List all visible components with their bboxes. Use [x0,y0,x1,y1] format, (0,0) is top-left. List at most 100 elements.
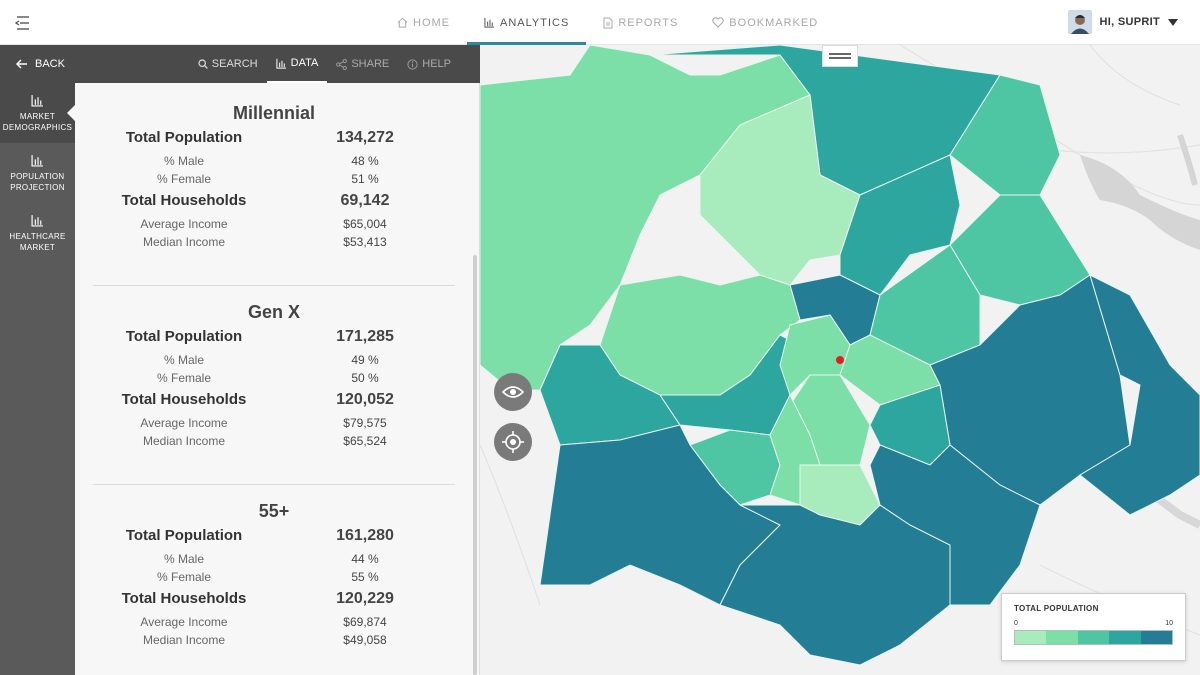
stat-row: % Female 51 % [93,172,455,190]
stat-value: $65,524 [343,434,387,448]
rail-item-market-demographics[interactable]: MARKET DEMOGRAPHICS [0,83,75,143]
rail-item-label: POPULATION PROJECTION [10,171,65,192]
rail-item-healthcare-market[interactable]: HEALTHCARE MARKET [0,203,75,263]
location-marker[interactable] [836,356,844,364]
heart-icon [712,17,725,28]
stat-row: Total Population 161,280 [93,527,455,552]
stat-value: 49 % [351,353,379,367]
bar-chart-icon [31,94,43,107]
left-rail: MARKET DEMOGRAPHICS POPULATION PROJECTIO… [0,45,75,675]
panel-header: BACK SEARCH DATA SHARE HELP [0,45,480,83]
map-legend: TOTAL POPULATION 0 10 [1001,593,1186,661]
eye-icon [502,386,524,398]
main-nav: HOME ANALYTICS REPORTS BOOKMARKED [380,0,835,45]
section-title: Gen X [247,302,300,322]
tab-share[interactable]: SHARE [327,45,398,83]
info-icon [407,58,418,70]
section-divider [93,484,455,485]
stat-label: % Female [156,570,212,584]
stat-label: Average Income [140,615,228,629]
stat-row: % Female 55 % [93,570,455,588]
tab-data[interactable]: DATA [266,45,328,83]
bar-chart-icon [484,17,495,28]
section-divider [93,285,455,286]
share-icon [336,58,348,70]
nav-tab-reports[interactable]: REPORTS [586,0,695,45]
panel-tabs: SEARCH DATA SHARE HELP [189,45,460,83]
nav-tab-bookmarked[interactable]: BOOKMARKED [695,0,835,45]
stat-label: % Male [163,552,204,566]
stat-value: 171,285 [336,328,394,345]
back-button[interactable]: BACK [16,58,65,70]
choropleth-map[interactable]: TOTAL POPULATION 0 10 [480,45,1200,675]
stat-value: $65,004 [343,217,387,231]
stat-row: Total Households 120,052 [93,391,455,416]
demographic-section-gen-x: Gen X Total Population 171,285 % Male 49 %… [93,302,455,452]
stat-value: $53,413 [343,235,387,249]
avatar [1067,10,1092,34]
nav-tab-analytics[interactable]: ANALYTICS [467,0,587,45]
stat-value: 44 % [351,552,379,566]
legend-swatch [1140,631,1173,644]
legend-swatch [1046,631,1078,644]
stat-row: Total Population 171,285 [93,328,455,353]
demographic-section-55-plus: 55+ Total Population 161,280 % Male 44 % %… [93,501,455,651]
section-title: Millennial [232,103,315,123]
stat-row: Average Income $69,874 [93,615,455,633]
legend-ticks: 0 10 [1014,620,1173,627]
map-canvas[interactable] [480,45,1200,675]
home-icon [397,17,408,28]
nav-tab-home[interactable]: HOME [380,0,467,45]
section-title: 55+ [258,501,290,521]
stat-label: Average Income [140,416,228,430]
rail-item-population-projection[interactable]: POPULATION PROJECTION [0,143,75,203]
stat-row: Total Households 69,142 [93,192,455,217]
arrow-left-icon [16,59,27,69]
stat-label: Average Income [140,217,228,231]
hamburger-line [829,57,851,59]
data-panel: Millennial Total Population 134,272 % Mal… [75,83,480,675]
tab-label: HELP [422,58,451,70]
stat-row: % Male 48 % [93,154,455,172]
stat-value: $49,058 [343,633,387,647]
stat-label: Total Households [121,192,247,209]
tab-help[interactable]: HELP [398,45,460,83]
legend-min: 0 [1014,620,1018,627]
stat-row: Total Population 134,272 [93,129,455,154]
hamburger-icon [829,53,851,55]
stat-label: % Female [156,371,212,385]
tab-label: SEARCH [211,58,258,70]
stat-row: % Male 44 % [93,552,455,570]
stat-row: Median Income $65,524 [93,434,455,452]
stat-label: % Female [156,172,212,186]
stat-row: Average Income $79,575 [93,416,455,434]
demographic-section-millennial: Millennial Total Population 134,272 % Mal… [93,103,455,253]
stat-label: Median Income [142,633,226,647]
nav-tab-label: HOME [413,16,450,29]
bar-chart-icon [31,154,43,167]
scrollbar[interactable] [473,255,477,675]
user-greeting: HI, SUPRIT [1099,16,1160,28]
collapse-menu-icon[interactable] [12,12,34,34]
visibility-button[interactable] [494,373,532,411]
legend-swatch [1077,631,1110,644]
locate-button[interactable] [494,423,532,461]
stat-label: Median Income [142,434,226,448]
stat-label: Total Population [125,129,243,146]
stat-label: Total Population [125,527,243,544]
stat-value: $79,575 [343,416,387,430]
stat-value: 120,229 [336,590,394,607]
stat-row: Total Households 120,229 [93,590,455,615]
top-bar: HOME ANALYTICS REPORTS BOOKMARKED HI, SU… [0,0,1200,45]
stat-label: % Male [163,353,204,367]
stat-label: Total Households [121,391,247,408]
map-menu-button[interactable] [822,45,858,67]
tab-search[interactable]: SEARCH [189,45,267,83]
crosshair-icon [502,431,524,453]
stat-value: 51 % [351,172,379,186]
search-icon [198,59,208,69]
stat-row: Average Income $65,004 [93,217,455,235]
stat-label: Median Income [142,235,226,249]
user-menu[interactable]: HI, SUPRIT [1067,10,1178,34]
chevron-down-icon [1168,18,1178,26]
